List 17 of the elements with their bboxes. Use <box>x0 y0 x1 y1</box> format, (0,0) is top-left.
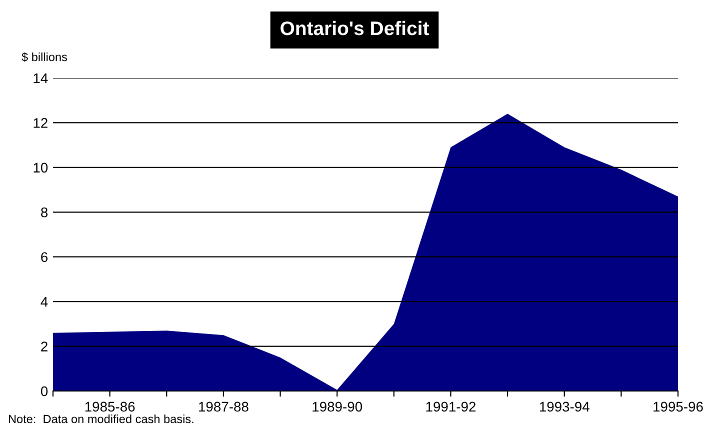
x-tick-label: 1993-94 <box>540 402 590 412</box>
y-tick-label: 10 <box>34 162 48 173</box>
x-tick-label: 1995-96 <box>654 402 703 412</box>
y-tick-label: 2 <box>41 342 48 352</box>
y-tick-label: 8 <box>41 207 48 218</box>
x-tick-label: 1991-92 <box>426 402 476 412</box>
x-tick-label: 1985-86 <box>85 402 135 412</box>
y-tick-label: 12 <box>34 118 48 128</box>
chart-title: Ontario's Deficit <box>280 20 429 36</box>
text: Note: Data on modified cash basis. <box>8 414 194 424</box>
y-tick-label: 0 <box>40 386 48 396</box>
y-tick-label: 14 <box>34 73 48 84</box>
y-tick-label: 4 <box>40 297 48 307</box>
x-tick-label: 1987-88 <box>199 402 248 412</box>
y-axis-title: $ billions <box>22 52 68 62</box>
x-tick-label: 1989-90 <box>312 402 362 412</box>
y-tick-label: 6 <box>41 252 48 262</box>
